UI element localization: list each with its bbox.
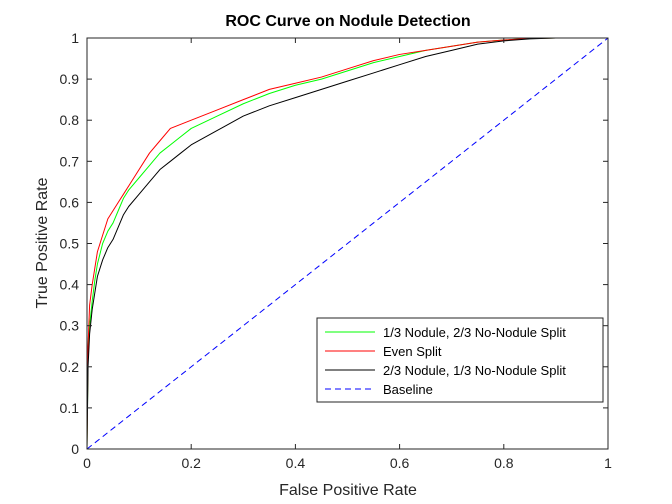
x-tick-label: 0.2 [181,455,201,471]
y-tick-label: 0.1 [60,400,80,416]
y-tick-label: 0.7 [60,153,80,169]
chart-title: ROC Curve on Nodule Detection [225,13,470,30]
y-tick-label: 0.2 [60,359,80,375]
y-tick-label: 0.3 [60,318,80,334]
y-tick-label: 0.9 [60,71,80,87]
y-tick-label: 1 [71,30,79,46]
x-tick-label: 0.8 [494,455,514,471]
x-tick-label: 0.4 [286,455,306,471]
x-axis-title: False Positive Rate [279,482,417,499]
series-layer [86,37,609,450]
legend-label: Baseline [383,382,433,397]
y-tick-label: 0.4 [60,277,80,293]
series-line-3 [86,37,608,450]
legend-label: 1/3 Nodule, 2/3 No-Nodule Split [383,325,566,340]
legend-label: 2/3 Nodule, 1/3 No-Nodule Split [383,363,566,378]
legend-label: Even Split [383,344,442,359]
y-axis: 0 0.1 0.2 0.3 0.4 0.5 0.6 0.7 0.8 0.9 1 [60,30,608,457]
y-tick-label: 0.6 [60,194,80,210]
y-tick-label: 0.8 [60,112,80,128]
y-axis-title: True Positive Rate [34,177,51,308]
x-tick-label: 0 [83,455,91,471]
series-line-2 [86,37,608,450]
y-tick-label: 0 [71,441,79,457]
y-tick-label: 0.5 [60,236,80,252]
x-axis: 0 0.2 0.4 0.6 0.8 1 [83,38,612,471]
x-tick-label: 0.6 [390,455,410,471]
series-line-4 [86,37,609,450]
x-tick-label: 1 [604,455,612,471]
legend: 1/3 Nodule, 2/3 No-Nodule Split Even Spli… [316,317,604,403]
